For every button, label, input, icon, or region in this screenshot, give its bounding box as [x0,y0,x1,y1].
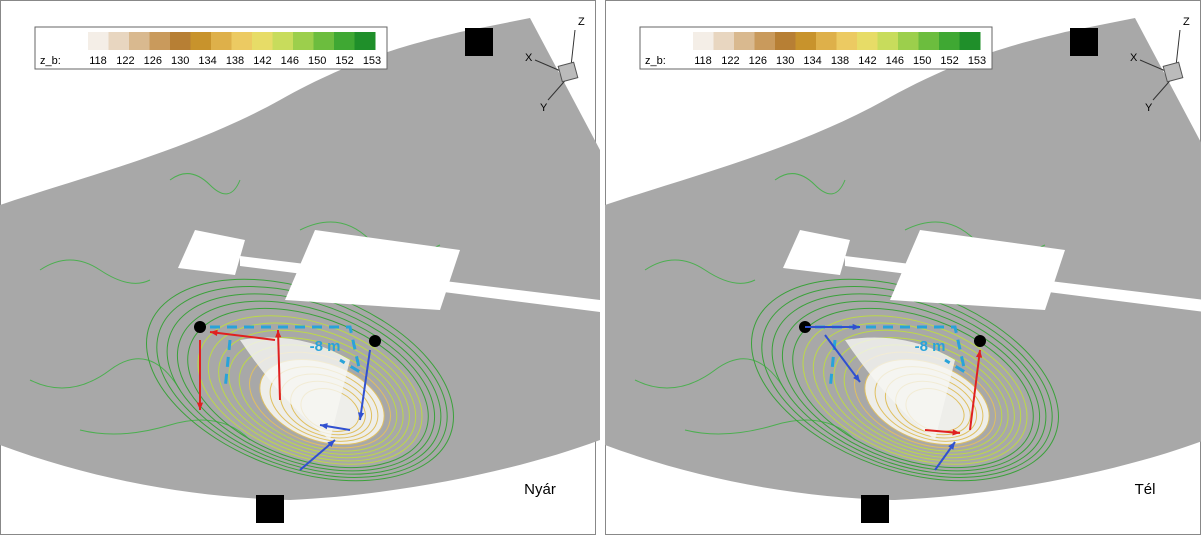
colorbar-tick-label: 134 [803,55,821,67]
colorbar-swatch [252,32,273,50]
colorbar-tick-label: 134 [198,55,216,67]
axis-cube [1163,62,1183,82]
colorbar-swatch [170,32,191,50]
axis-label: X [1130,52,1138,64]
colorbar-tick-label: 146 [281,55,299,67]
colorbar-swatch [334,32,355,50]
colorbar-swatch [755,32,776,50]
colorbar-tick-label: 126 [749,55,767,67]
colorbar-swatch [878,32,899,50]
colorbar-tick-label: 122 [116,55,134,67]
axis-label: Y [540,102,548,114]
colorbar-swatch [293,32,314,50]
colorbar-tick-label: 118 [89,55,107,67]
colorbar-tick-label: 150 [308,55,326,67]
colorbar-tick-label: 142 [253,55,271,67]
axis-label: X [525,52,533,64]
point [974,335,986,347]
boundary-marker [465,28,493,56]
colorbar-label: z_b: [645,55,666,67]
colorbar-swatch [919,32,940,50]
point [369,335,381,347]
colorbar-swatch [191,32,212,50]
axis-label: Z [1183,16,1190,28]
colorbar-swatch [273,32,294,50]
colorbar-swatch [150,32,171,50]
boundary-marker [1070,28,1098,56]
colorbar-swatch [939,32,960,50]
colorbar-swatch [796,32,817,50]
axis-label: Z [578,16,585,28]
colorbar-swatch [693,32,714,50]
colorbar-tick-label: 152 [335,55,353,67]
point [194,321,206,333]
colorbar-tick-label: 138 [226,55,244,67]
colorbar-swatch [129,32,150,50]
colorbar-swatch [816,32,837,50]
boundary-marker [256,495,284,523]
colorbar-tick-label: 142 [858,55,876,67]
colorbar-swatch [898,32,919,50]
colorbar-swatch [109,32,130,50]
annotation: -8 m [310,338,341,355]
colorbar-swatch [857,32,878,50]
axis-label: Y [1145,102,1153,114]
colorbar-tick-label: 146 [886,55,904,67]
colorbar-tick-label: 138 [831,55,849,67]
colorbar-swatch [714,32,735,50]
annotation: -8 m [915,338,946,355]
colorbar-tick-label: 130 [776,55,794,67]
colorbar-tick-label: 153 [968,55,986,67]
colorbar-tick-label: 130 [171,55,189,67]
panel-label: Nyár [524,481,556,498]
boundary-marker [861,495,889,523]
colorbar-swatch [775,32,796,50]
colorbar-swatch [734,32,755,50]
panel: -8 m z_b: 118 122 126 130 134 138 142 146 150 152 15… [0,0,600,535]
figure: -8 m z_b: 118 122 126 130 134 138 142 146 150 152 15… [0,0,1201,535]
colorbar-tick-label: 126 [144,55,162,67]
colorbar-swatch [211,32,232,50]
axis-cube [558,62,578,82]
colorbar-tick-label: 122 [721,55,739,67]
panel: -8 m z_b: 118 122 126 130 134 138 142 146 150 152 15… [605,0,1201,535]
colorbar-tick-label: 152 [940,55,958,67]
colorbar-swatch [355,32,376,50]
colorbar-swatch [232,32,253,50]
colorbar-tick-label: 153 [363,55,381,67]
panel-label: Tél [1135,481,1156,498]
colorbar-tick-label: 150 [913,55,931,67]
colorbar-swatch [960,32,981,50]
colorbar-swatch [837,32,858,50]
colorbar-swatch [314,32,335,50]
colorbar-swatch [88,32,109,50]
colorbar-label: z_b: [40,55,61,67]
colorbar-tick-label: 118 [694,55,712,67]
